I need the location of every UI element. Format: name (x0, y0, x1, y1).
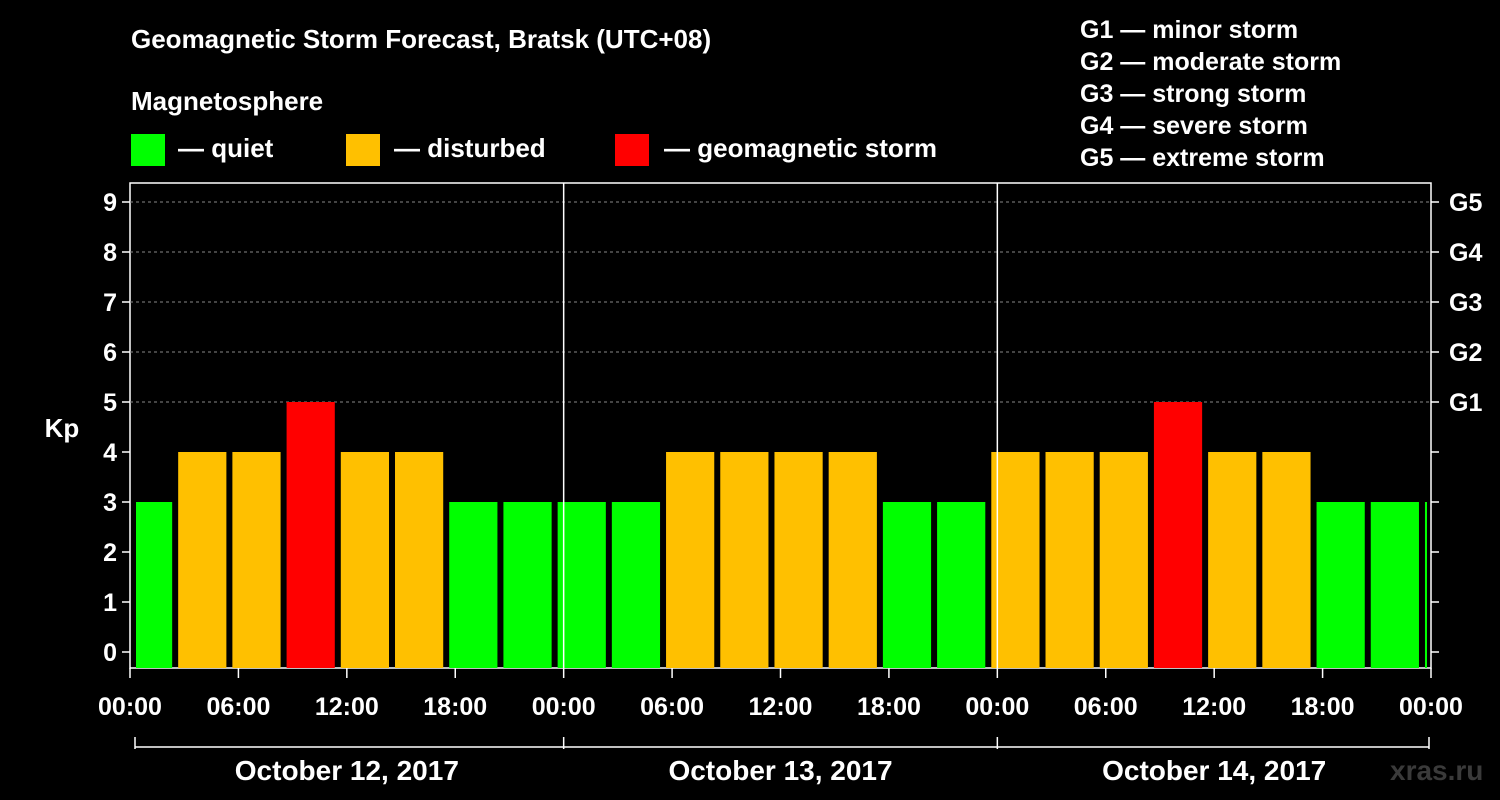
kp-bar (991, 452, 1040, 668)
kp-bar (828, 452, 877, 668)
g-level-label: G3 (1449, 289, 1482, 317)
g-scale-g3: G3 — strong storm (1080, 80, 1307, 108)
chart-subtitle: Magnetosphere (131, 86, 324, 116)
kp-bar (1099, 452, 1148, 668)
legend-label-disturbed: — disturbed (394, 133, 546, 163)
kp-bar (1424, 502, 1427, 668)
y-tick-label: 3 (103, 489, 117, 517)
legend-swatch-storm (615, 134, 649, 166)
kp-bar (232, 452, 281, 668)
kp-bar (1045, 452, 1094, 668)
legend-swatch-quiet (131, 134, 165, 166)
x-tick-label: 06:00 (640, 693, 704, 721)
y-axis-label: Kp (45, 413, 80, 443)
kp-bar (1316, 502, 1365, 668)
kp-bar (1370, 502, 1419, 668)
y-tick-label: 9 (103, 189, 117, 217)
y-tick-label: 2 (103, 539, 117, 567)
x-tick-label: 06:00 (1074, 693, 1138, 721)
y-tick-label: 5 (103, 389, 117, 417)
x-tick-label: 06:00 (206, 693, 270, 721)
x-tick-label: 18:00 (857, 693, 921, 721)
day-label: October 12, 2017 (235, 755, 459, 786)
g-level-label: G2 (1449, 339, 1482, 367)
chart-title: Geomagnetic Storm Forecast, Bratsk (UTC+… (131, 24, 712, 54)
x-tick-label: 00:00 (1399, 693, 1463, 721)
g-scale-g5: G5 — extreme storm (1080, 144, 1325, 172)
y-tick-label: 4 (103, 439, 117, 467)
x-tick-label: 00:00 (532, 693, 596, 721)
legend-swatch-disturbed (346, 134, 380, 166)
kp-bar (666, 452, 715, 668)
legend-label-quiet: — quiet (178, 133, 274, 163)
legend-label-storm: — geomagnetic storm (664, 133, 938, 163)
x-tick-label: 12:00 (749, 693, 813, 721)
g-scale-g1: G1 — minor storm (1080, 16, 1299, 44)
watermark: xras.ru (1390, 755, 1484, 786)
g-level-label: G4 (1449, 239, 1482, 267)
kp-bar (136, 502, 173, 668)
x-tick-label: 00:00 (98, 693, 162, 721)
day-label: October 13, 2017 (668, 755, 892, 786)
g-scale-g2: G2 — moderate storm (1080, 48, 1342, 76)
kp-bar (449, 502, 498, 668)
x-tick-label: 18:00 (1291, 693, 1355, 721)
x-tick-label: 00:00 (965, 693, 1029, 721)
day-label: October 14, 2017 (1102, 755, 1326, 786)
y-tick-label: 8 (103, 239, 117, 267)
g-level-label: G1 (1449, 389, 1482, 417)
kp-bar (178, 452, 227, 668)
kp-bar (611, 502, 661, 668)
kp-bar (503, 502, 552, 668)
kp-bar (720, 452, 769, 668)
x-tick-label: 18:00 (423, 693, 487, 721)
y-tick-label: 1 (103, 589, 117, 617)
g-scale-g4: G4 — severe storm (1080, 112, 1308, 140)
y-tick-label: 0 (103, 639, 117, 667)
g-level-label: G5 (1449, 189, 1482, 217)
kp-bar (937, 502, 986, 668)
kp-bar (1262, 452, 1311, 668)
kp-bar (774, 452, 823, 668)
kp-bar (340, 452, 390, 668)
kp-bar (882, 502, 932, 668)
kp-bar (557, 502, 606, 668)
kp-bar (395, 452, 444, 668)
kp-bar (1208, 452, 1257, 668)
kp-bar (286, 402, 335, 668)
y-tick-label: 7 (103, 289, 117, 317)
x-tick-label: 12:00 (315, 693, 379, 721)
x-tick-label: 12:00 (1182, 693, 1246, 721)
y-tick-label: 6 (103, 339, 117, 367)
kp-bar (1153, 402, 1203, 668)
